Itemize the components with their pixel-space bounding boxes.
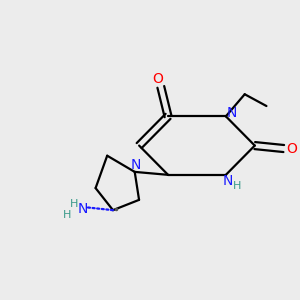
Text: H: H xyxy=(70,199,78,209)
Text: N: N xyxy=(131,158,141,172)
Text: N: N xyxy=(77,202,88,216)
Text: O: O xyxy=(286,142,297,155)
Text: N: N xyxy=(223,174,233,188)
Text: H: H xyxy=(233,181,241,191)
Text: O: O xyxy=(152,72,163,86)
Text: H: H xyxy=(62,210,71,220)
Text: N: N xyxy=(227,106,237,120)
